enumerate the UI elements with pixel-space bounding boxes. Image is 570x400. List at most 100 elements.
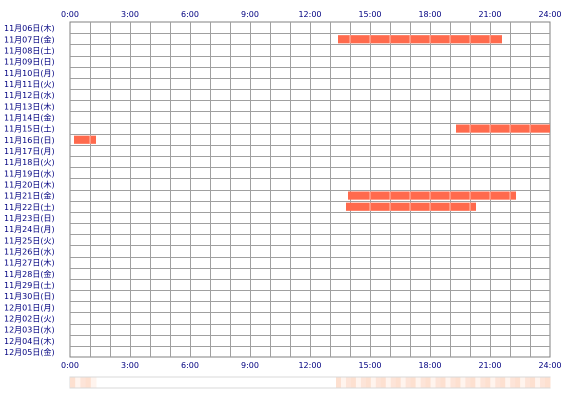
row-label: 11月13日(木) — [4, 101, 55, 111]
row-label: 11月26日(水) — [4, 247, 55, 257]
x-tick-label-bottom: 6:00 — [181, 361, 199, 370]
summary-strip-segment — [545, 377, 551, 388]
row-label: 11月27日(木) — [4, 258, 55, 268]
summary-strip-segment — [445, 377, 451, 388]
summary-strip-segment — [360, 377, 367, 388]
x-tick-label-top: 0:00 — [61, 10, 79, 19]
row-label: 12月03日(水) — [4, 325, 55, 335]
x-tick-label-bottom: 9:00 — [241, 361, 259, 370]
summary-strip-segment — [345, 377, 352, 388]
activity-bar — [346, 202, 476, 211]
summary-strip-segment — [340, 377, 347, 388]
summary-strip-segment — [520, 377, 526, 388]
activity-bar — [74, 135, 96, 144]
activity-bar — [338, 35, 502, 44]
row-label: 12月04日(木) — [4, 336, 55, 346]
summary-strip-segment — [540, 377, 546, 388]
x-tick-label-top: 15:00 — [358, 10, 381, 19]
summary-strip-segment — [425, 377, 432, 388]
x-tick-label-top: 18:00 — [418, 10, 441, 19]
row-label: 11月10日(月) — [4, 69, 55, 78]
x-tick-label-bottom: 15:00 — [358, 361, 381, 370]
summary-strip-segment — [365, 377, 372, 388]
x-tick-label-top: 6:00 — [181, 10, 199, 19]
row-label: 11月07日(金) — [4, 34, 55, 44]
summary-strip-segment — [490, 377, 496, 388]
row-label: 11月25日(火) — [4, 236, 55, 245]
summary-strip-segment — [450, 377, 456, 388]
row-label: 11月17日(月) — [4, 147, 55, 156]
summary-strip-segment — [85, 377, 92, 388]
summary-strip-segment — [480, 377, 486, 388]
summary-strip-segment — [395, 377, 402, 388]
row-label: 11月06日(木) — [4, 23, 55, 33]
row-label: 11月30日(日) — [4, 292, 55, 301]
row-label: 11月18日(火) — [4, 158, 55, 167]
row-label: 11月12日(水) — [4, 90, 55, 100]
row-label: 11月24日(月) — [4, 225, 55, 234]
summary-strip-segment — [525, 377, 531, 388]
row-label: 11月23日(日) — [4, 214, 55, 223]
row-label: 12月05日(金) — [4, 347, 55, 357]
summary-strip-segment — [75, 377, 81, 388]
grid — [69, 21, 551, 358]
summary-strip-segment — [475, 377, 481, 388]
row-label: 12月02日(火) — [4, 315, 55, 324]
summary-strip-segment — [470, 377, 476, 388]
summary-strip-segment — [375, 377, 382, 388]
row-label: 11月19日(水) — [4, 168, 55, 178]
row-label: 11月09日(日) — [4, 58, 55, 67]
x-tick-label-top: 21:00 — [478, 10, 501, 19]
row-label: 11月16日(日) — [4, 136, 55, 145]
x-tick-label-top: 9:00 — [241, 10, 259, 19]
summary-strip-segment — [410, 377, 417, 388]
x-tick-label-bottom: 12:00 — [298, 361, 321, 370]
summary-strip-segment — [455, 377, 461, 388]
summary-strip-segment — [385, 377, 392, 388]
row-label: 11月20日(木) — [4, 180, 55, 190]
row-label: 11月21日(金) — [4, 191, 55, 201]
summary-strip-segment — [495, 377, 501, 388]
summary-strip-segment — [440, 377, 446, 388]
x-tick-label-top: 12:00 — [298, 10, 321, 19]
summary-strip-segment — [380, 377, 387, 388]
row-label: 11月08日(土) — [4, 46, 55, 56]
summary-strip-segment — [505, 377, 511, 388]
x-tick-label-top: 24:00 — [538, 10, 561, 19]
summary-strip-segment — [515, 377, 521, 388]
row-label: 11月15日(土) — [4, 124, 55, 134]
x-tick-label-bottom: 0:00 — [61, 361, 79, 370]
row-label: 11月11日(火) — [4, 80, 55, 89]
x-tick-label-bottom: 21:00 — [478, 361, 501, 370]
summary-strip-segment — [535, 377, 541, 388]
summary-strip-segment — [336, 377, 342, 388]
row-label: 11月28日(金) — [4, 269, 55, 279]
summary-strip-segment — [390, 377, 397, 388]
summary-strip-segment — [415, 377, 422, 388]
summary-strip-segment — [80, 377, 87, 388]
summary-strip-segment — [350, 377, 357, 388]
summary-strip-segment — [430, 377, 437, 388]
x-tick-label-bottom: 24:00 — [538, 361, 561, 370]
activity-bars — [74, 35, 550, 211]
summary-strip-segment — [370, 377, 377, 388]
summary-strip-segment — [420, 377, 427, 388]
row-label: 12月01日(月) — [4, 303, 55, 312]
summary-strip-segment — [465, 377, 471, 388]
row-label: 11月22日(土) — [4, 202, 55, 212]
summary-strip-segment — [510, 377, 516, 388]
summary-strip-segment — [530, 377, 536, 388]
summary-strip — [69, 376, 551, 389]
summary-strip-segment — [90, 377, 97, 388]
x-tick-label-top: 3:00 — [121, 10, 139, 19]
x-tick-label-bottom: 3:00 — [121, 361, 139, 370]
summary-strip-segment — [460, 377, 466, 388]
summary-strip-segment — [70, 377, 76, 388]
summary-strip-segment — [355, 377, 362, 388]
labels: 0:00 0:00 3:00 3:00 6:00 6:00 9:00 9:00 12:00 12:… — [4, 10, 562, 370]
summary-strip-segment — [485, 377, 491, 388]
summary-strip-segment — [400, 377, 407, 388]
activity-bar — [348, 191, 516, 200]
row-label: 11月29日(土) — [4, 280, 55, 290]
